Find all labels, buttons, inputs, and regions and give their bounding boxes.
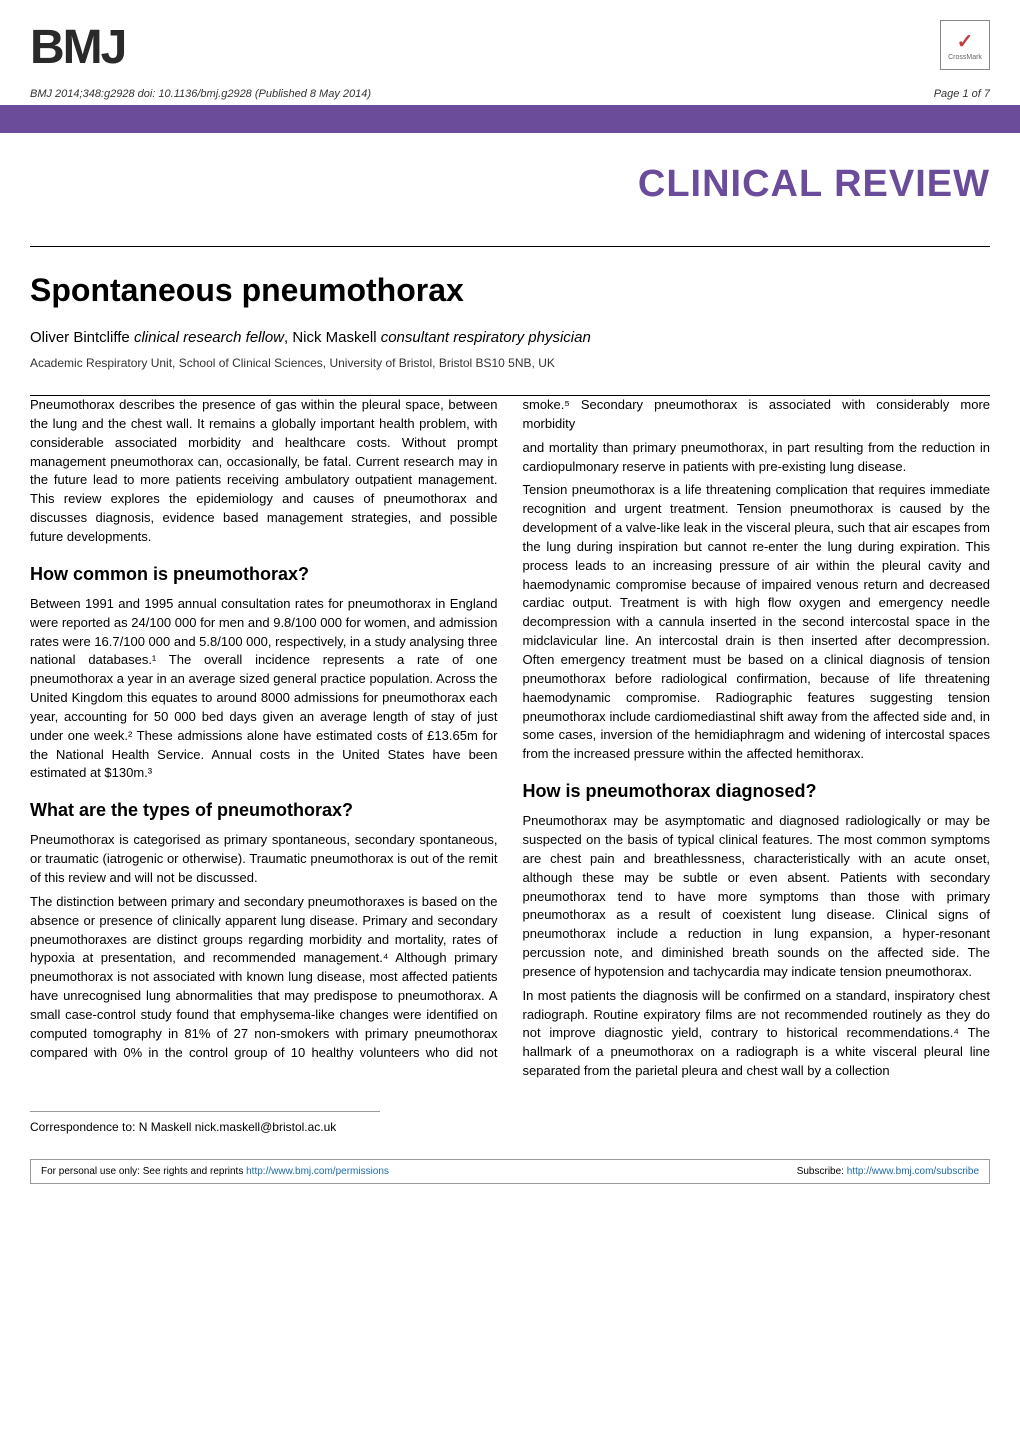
author-name-2: Nick Maskell: [292, 329, 376, 346]
correspondence: Correspondence to: N Maskell nick.maskel…: [0, 1112, 1020, 1149]
meta-row: BMJ 2014;348:g2928 doi: 10.1136/bmj.g292…: [0, 85, 1020, 103]
crossmark-label: CrossMark: [948, 54, 982, 61]
footer-left: For personal use only: See rights and re…: [41, 1166, 389, 1177]
heading-common: How common is pneumothorax?: [30, 561, 498, 587]
p-types-3: and mortality than primary pneumothorax,…: [523, 439, 991, 477]
heading-diagnosis: How is pneumothorax diagnosed?: [523, 778, 991, 804]
author-name-1: Oliver Bintcliffe: [30, 329, 130, 346]
crossmark-check-icon: ✓: [957, 29, 974, 54]
intro-paragraph: Pneumothorax describes the presence of g…: [30, 396, 498, 547]
header-bar: BMJ ✓ CrossMark: [0, 0, 1020, 85]
author-role-2: consultant respiratory physician: [381, 329, 591, 346]
p-types-1: Pneumothorax is categorised as primary s…: [30, 831, 498, 888]
section-header: CLINICAL REVIEW: [0, 133, 1020, 246]
article-title: Spontaneous pneumothorax: [0, 247, 1020, 329]
affiliation: Academic Respiratory Unit, School of Cli…: [0, 356, 1020, 395]
bmj-logo: BMJ: [30, 20, 125, 75]
p-common: Between 1991 and 1995 annual consultatio…: [30, 595, 498, 783]
heading-types: What are the types of pneumothorax?: [30, 797, 498, 823]
p-diag-1: Pneumothorax may be asymptomatic and dia…: [523, 812, 991, 982]
citation: BMJ 2014;348:g2928 doi: 10.1136/bmj.g292…: [30, 88, 371, 100]
author-role-1: clinical research fellow: [134, 329, 284, 346]
p-diag-2: In most patients the diagnosis will be c…: [523, 987, 991, 1081]
subscribe-link[interactable]: http://www.bmj.com/subscribe: [847, 1166, 979, 1177]
p-tension: Tension pneumothorax is a life threateni…: [523, 481, 991, 764]
permissions-link[interactable]: http://www.bmj.com/permissions: [246, 1166, 389, 1177]
body-text: Pneumothorax describes the presence of g…: [0, 396, 1020, 1101]
page-number: Page 1 of 7: [934, 88, 990, 100]
footer-right: Subscribe: http://www.bmj.com/subscribe: [797, 1166, 979, 1177]
purple-header-bar: [0, 105, 1020, 133]
footer-box: For personal use only: See rights and re…: [30, 1159, 990, 1184]
authors: Oliver Bintcliffe clinical research fell…: [0, 329, 1020, 356]
crossmark-badge[interactable]: ✓ CrossMark: [940, 20, 990, 70]
